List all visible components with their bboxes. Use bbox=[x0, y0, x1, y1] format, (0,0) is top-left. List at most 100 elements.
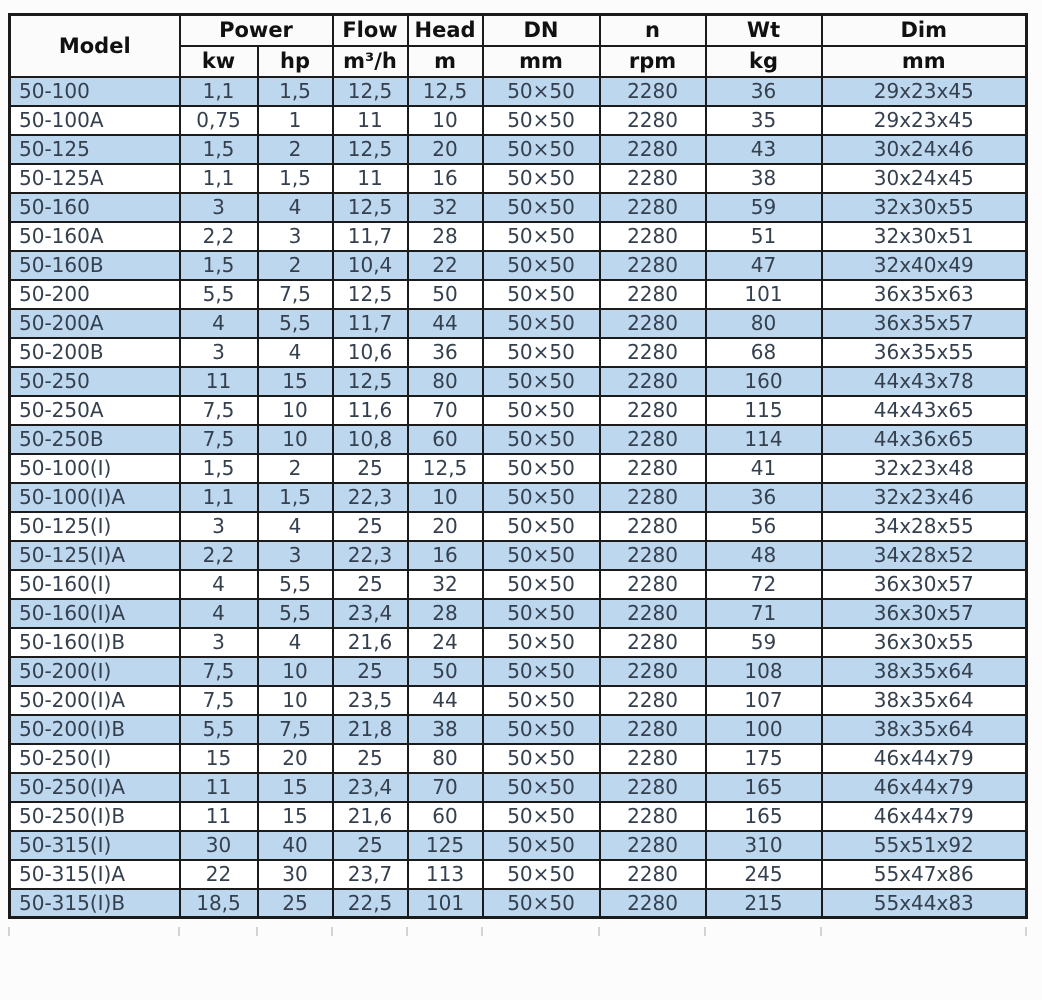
flow-cell: 23,4 bbox=[331, 597, 409, 629]
dim-cell: 46x44x79 bbox=[820, 771, 1028, 803]
model-cell: 50-250A bbox=[8, 394, 181, 426]
model-cell: 50-125 bbox=[8, 133, 181, 165]
head-cell: 70 bbox=[406, 394, 484, 426]
wt-cell: 43 bbox=[704, 133, 823, 165]
dim-cell: 46x44x79 bbox=[820, 800, 1028, 832]
header-unit-kw: kw bbox=[178, 44, 259, 78]
flow-cell: 23,5 bbox=[331, 684, 409, 716]
header-unit-hp: hp bbox=[256, 44, 334, 78]
dn-cell: 50×50 bbox=[481, 887, 601, 919]
head-cell: 60 bbox=[406, 800, 484, 832]
dim-cell: 38x35x64 bbox=[820, 713, 1028, 745]
table-row: 50-100 1,1 1,5 12,5 12,5 50×50 2280 36 29x23x45 bbox=[8, 75, 1028, 107]
table-row: 50-250(I)B 11 15 21,6 60 50×50 2280 165 46x44x79 bbox=[8, 800, 1028, 832]
hp-cell: 10 bbox=[256, 394, 334, 426]
flow-cell: 25 bbox=[331, 655, 409, 687]
wt-cell: 71 bbox=[704, 597, 823, 629]
kw-cell: 11 bbox=[178, 800, 259, 832]
dn-cell: 50×50 bbox=[481, 307, 601, 339]
header-unit-n: rpm bbox=[598, 44, 707, 78]
head-cell: 16 bbox=[406, 539, 484, 571]
hp-cell: 3 bbox=[256, 539, 334, 571]
wt-cell: 80 bbox=[704, 307, 823, 339]
model-cell: 50-160(I)A bbox=[8, 597, 181, 629]
head-cell: 36 bbox=[406, 336, 484, 368]
table-body: 50-100 1,1 1,5 12,5 12,5 50×50 2280 36 29x23x45 5… bbox=[8, 75, 1028, 919]
hp-cell: 7,5 bbox=[256, 713, 334, 745]
column-line-stub bbox=[820, 927, 822, 936]
dim-cell: 46x44x79 bbox=[820, 742, 1028, 774]
dn-cell: 50×50 bbox=[481, 394, 601, 426]
model-cell: 50-125(I) bbox=[8, 510, 181, 542]
header-head: Head bbox=[406, 13, 484, 47]
rpm-cell: 2280 bbox=[598, 278, 707, 310]
hp-cell: 4 bbox=[256, 191, 334, 223]
dn-cell: 50×50 bbox=[481, 75, 601, 107]
column-line-stub bbox=[331, 927, 333, 936]
hp-cell: 15 bbox=[256, 800, 334, 832]
kw-cell: 7,5 bbox=[178, 655, 259, 687]
hp-cell: 2 bbox=[256, 452, 334, 484]
rpm-cell: 2280 bbox=[598, 539, 707, 571]
flow-cell: 23,7 bbox=[331, 858, 409, 890]
head-cell: 80 bbox=[406, 742, 484, 774]
table-row: 50-250B 7,5 10 10,8 60 50×50 2280 114 44x36x65 bbox=[8, 423, 1028, 455]
flow-cell: 10,8 bbox=[331, 423, 409, 455]
rpm-cell: 2280 bbox=[598, 771, 707, 803]
head-cell: 38 bbox=[406, 713, 484, 745]
header-model: Model bbox=[8, 13, 181, 78]
dn-cell: 50×50 bbox=[481, 104, 601, 136]
kw-cell: 1,1 bbox=[178, 162, 259, 194]
table-row: 50-160 3 4 12,5 32 50×50 2280 59 32x30x55 bbox=[8, 191, 1028, 223]
header-unit-wt: kg bbox=[704, 44, 823, 78]
model-cell: 50-100(I)A bbox=[8, 481, 181, 513]
column-line-stub bbox=[1025, 927, 1027, 936]
rpm-cell: 2280 bbox=[598, 394, 707, 426]
wt-cell: 35 bbox=[704, 104, 823, 136]
hp-cell: 4 bbox=[256, 626, 334, 658]
kw-cell: 5,5 bbox=[178, 278, 259, 310]
model-cell: 50-250(I)A bbox=[8, 771, 181, 803]
kw-cell: 2,2 bbox=[178, 539, 259, 571]
flow-cell: 11,7 bbox=[331, 307, 409, 339]
wt-cell: 59 bbox=[704, 626, 823, 658]
table-row: 50-160(I) 4 5,5 25 32 50×50 2280 72 36x30x57 bbox=[8, 568, 1028, 600]
rpm-cell: 2280 bbox=[598, 307, 707, 339]
header-power: Power bbox=[178, 13, 334, 47]
rpm-cell: 2280 bbox=[598, 568, 707, 600]
rpm-cell: 2280 bbox=[598, 162, 707, 194]
table-row: 50-200(I)A 7,5 10 23,5 44 50×50 2280 107 38x35x6… bbox=[8, 684, 1028, 716]
dn-cell: 50×50 bbox=[481, 800, 601, 832]
model-cell: 50-200(I)A bbox=[8, 684, 181, 716]
wt-cell: 114 bbox=[704, 423, 823, 455]
flow-cell: 25 bbox=[331, 568, 409, 600]
kw-cell: 3 bbox=[178, 191, 259, 223]
rpm-cell: 2280 bbox=[598, 655, 707, 687]
dn-cell: 50×50 bbox=[481, 742, 601, 774]
head-cell: 28 bbox=[406, 220, 484, 252]
rpm-cell: 2280 bbox=[598, 75, 707, 107]
kw-cell: 18,5 bbox=[178, 887, 259, 919]
table-row: 50-315(I) 30 40 25 125 50×50 2280 310 55x51x92 bbox=[8, 829, 1028, 861]
head-cell: 24 bbox=[406, 626, 484, 658]
rpm-cell: 2280 bbox=[598, 336, 707, 368]
rpm-cell: 2280 bbox=[598, 887, 707, 919]
table-row: 50-315(I)B 18,5 25 22,5 101 50×50 2280 215 55x44… bbox=[8, 887, 1028, 919]
table-row: 50-200 5,5 7,5 12,5 50 50×50 2280 101 36x35x63 bbox=[8, 278, 1028, 310]
table-row: 50-250A 7,5 10 11,6 70 50×50 2280 115 44x43x65 bbox=[8, 394, 1028, 426]
hp-cell: 1 bbox=[256, 104, 334, 136]
table-header: Model Power Flow Head DN n Wt Dim kw hp … bbox=[8, 13, 1028, 78]
head-cell: 80 bbox=[406, 365, 484, 397]
wt-cell: 36 bbox=[704, 75, 823, 107]
kw-cell: 11 bbox=[178, 771, 259, 803]
flow-cell: 11,6 bbox=[331, 394, 409, 426]
kw-cell: 1,1 bbox=[178, 481, 259, 513]
kw-cell: 1,5 bbox=[178, 249, 259, 281]
flow-cell: 25 bbox=[331, 742, 409, 774]
wt-cell: 160 bbox=[704, 365, 823, 397]
wt-cell: 100 bbox=[704, 713, 823, 745]
wt-cell: 68 bbox=[704, 336, 823, 368]
model-cell: 50-200B bbox=[8, 336, 181, 368]
wt-cell: 47 bbox=[704, 249, 823, 281]
kw-cell: 30 bbox=[178, 829, 259, 861]
